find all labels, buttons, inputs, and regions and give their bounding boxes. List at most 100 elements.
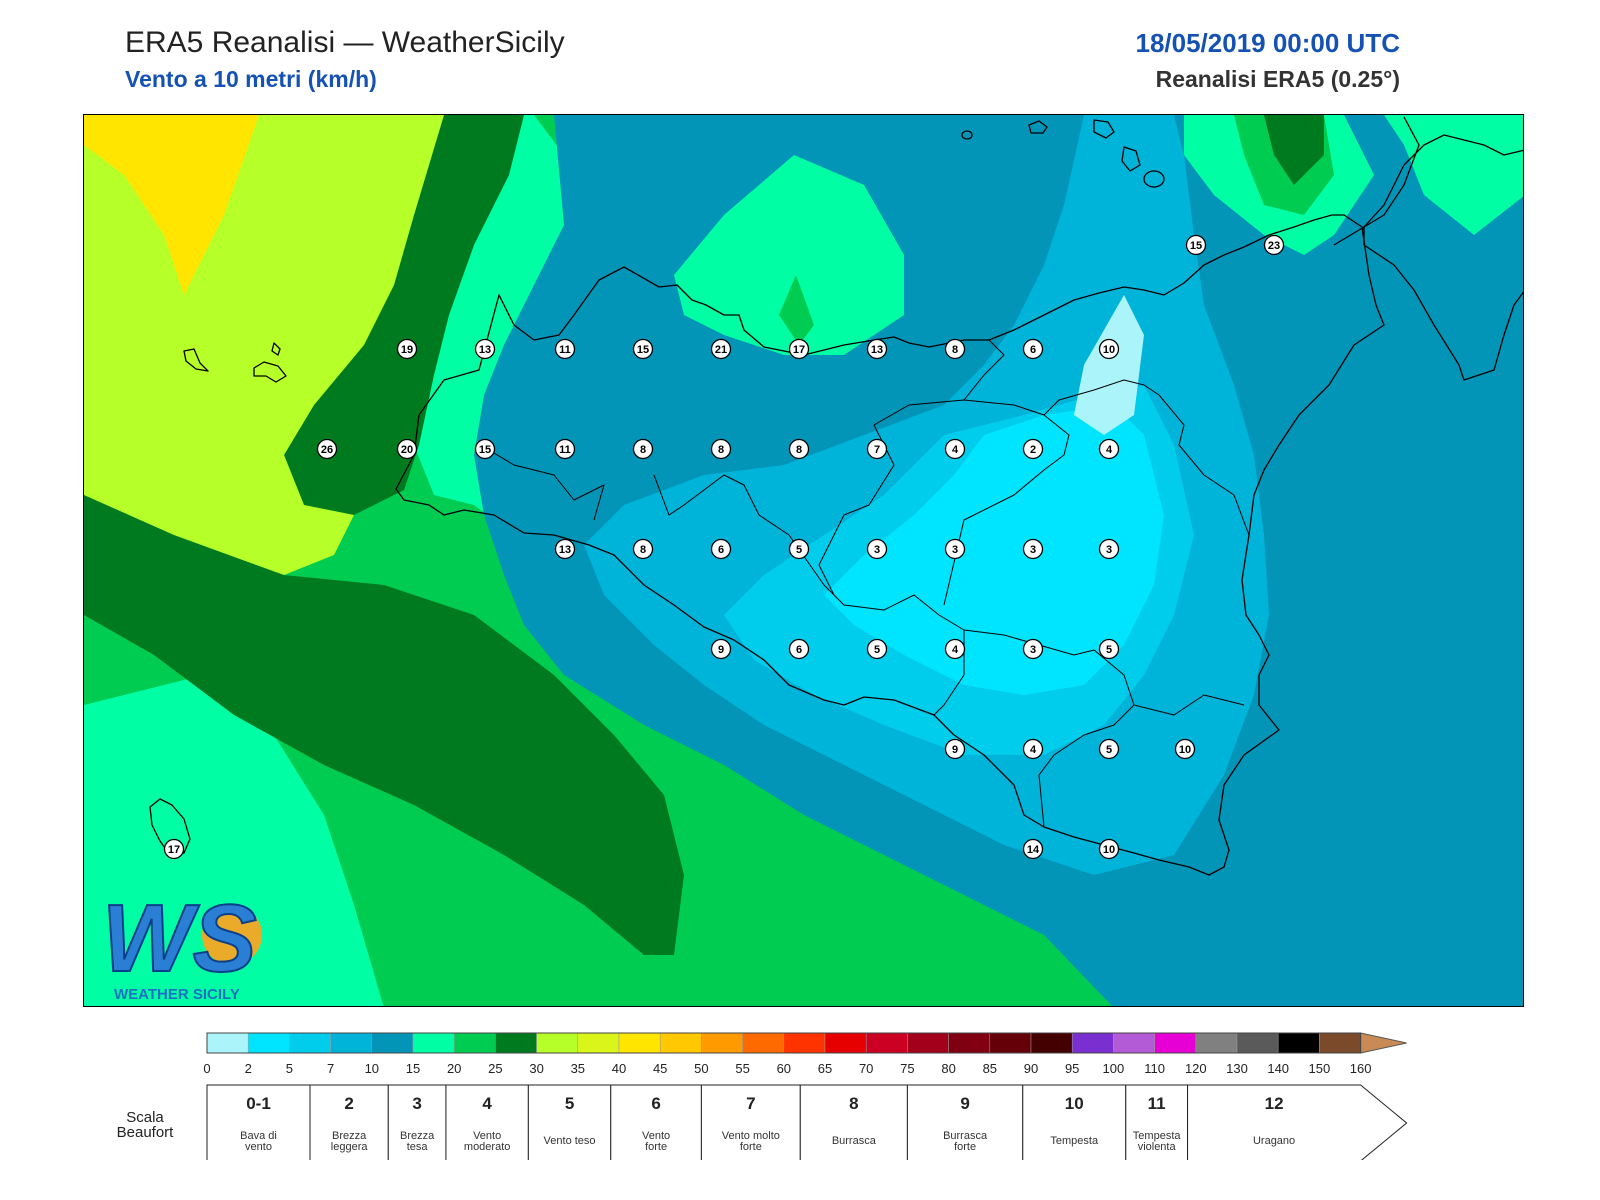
wind-value-marker: 3 [1098, 538, 1120, 560]
wind-value-label: 4 [952, 644, 959, 656]
beaufort-desc-line1: Uragano [1253, 1135, 1295, 1147]
color-scale-tick: 90 [1024, 1061, 1038, 1076]
wind-value-marker: 14 [1022, 838, 1044, 860]
color-scale-tick: 2 [245, 1061, 252, 1076]
wind-value-marker-circle [632, 338, 654, 360]
color-scale-tick: 160 [1350, 1061, 1372, 1076]
color-scale-segment [536, 1032, 579, 1054]
wind-value-marker-circle [944, 338, 966, 360]
wind-speed-bands [84, 115, 1523, 1006]
wind-value-marker-circle [1022, 538, 1044, 560]
wind-value-marker: 8 [632, 538, 654, 560]
beaufort-class: 8 Burrasca [799, 1084, 908, 1162]
color-scale-tick: 100 [1103, 1061, 1125, 1076]
wind-value-marker: 15 [1185, 234, 1207, 256]
beaufort-desc-line1: Brezza [400, 1130, 435, 1142]
wind-value-label: 5 [1106, 644, 1112, 656]
wind-value-marker-circle [1022, 338, 1044, 360]
wind-value-marker: 9 [710, 638, 732, 660]
wind-value-label: 6 [1030, 344, 1036, 356]
beaufort-number: 6 [651, 1094, 660, 1113]
wind-value-marker: 7 [866, 438, 888, 460]
wind-value-marker: 13 [554, 538, 576, 560]
color-scale-segment [618, 1032, 661, 1054]
wind-value-marker: 3 [1022, 638, 1044, 660]
wind-value-label: 8 [952, 344, 958, 356]
wind-value-label: 21 [715, 344, 727, 356]
color-scale-segment [330, 1032, 373, 1054]
color-scale-tick: 0 [203, 1061, 210, 1076]
wind-value-label: 5 [796, 544, 802, 556]
color-scale-tick: 35 [571, 1061, 585, 1076]
color-scale-segment [412, 1032, 455, 1054]
wind-value-label: 26 [321, 444, 333, 456]
wind-value-marker: 8 [710, 438, 732, 460]
wind-value-label: 8 [640, 544, 646, 556]
beaufort-desc-line1: Vento [642, 1130, 670, 1142]
color-scale-segment [1195, 1032, 1238, 1054]
beaufort-number: 12 [1265, 1094, 1284, 1113]
color-scale-tick: 70 [859, 1061, 873, 1076]
color-scale-tick: 15 [406, 1061, 420, 1076]
beaufort-number: 2 [344, 1094, 353, 1113]
wind-value-label: 9 [952, 744, 958, 756]
wind-value-marker-circle [1022, 838, 1044, 860]
wind-value-marker: 26 [316, 438, 338, 460]
color-scale-segment [206, 1032, 249, 1054]
wind-value-marker-circle [866, 538, 888, 560]
pantelleria [149, 798, 191, 856]
color-scale-tick: 75 [900, 1061, 914, 1076]
color-scale-tick: 140 [1267, 1061, 1289, 1076]
wind-value-marker-circle [396, 338, 418, 360]
beaufort-number: 5 [565, 1094, 574, 1113]
wind-value-marker-circle [866, 338, 888, 360]
beaufort-desc-line2: forte [740, 1141, 762, 1153]
wind-value-marker: 3 [944, 538, 966, 560]
wind-value-marker: 17 [163, 838, 185, 860]
color-scale-tick: 85 [983, 1061, 997, 1076]
wind-value-marker: 9 [944, 738, 966, 760]
wind-value-marker-circle [1022, 438, 1044, 460]
calabria-coastline [1363, 116, 1523, 381]
beaufort-desc-line1: Vento [473, 1130, 501, 1142]
logo-text: WEATHER SICILY [114, 986, 240, 1003]
wind-value-label: 6 [796, 644, 802, 656]
color-scale-tick: 7 [327, 1061, 334, 1076]
map-subtitle: Vento a 10 metri (km/h) [125, 66, 377, 92]
wind-value-label: 4 [1106, 444, 1113, 456]
beaufort-desc-line2: violenta [1138, 1141, 1177, 1153]
color-scale-segment [495, 1032, 537, 1054]
wind-value-label: 4 [952, 444, 959, 456]
color-scale-segment [1277, 1032, 1320, 1054]
wind-value-marker: 10 [1174, 738, 1196, 760]
color-scale-segment [371, 1032, 414, 1054]
wind-map[interactable]: 15 23 19 13 11 15 21 17 13 8 6 10 26 20 15 11 8 8 8 7 4 2 4 13 8… [83, 114, 1524, 1007]
wind-value-label: 3 [1030, 644, 1036, 656]
wind-value-marker-circle [788, 638, 810, 660]
color-scale-segment [1030, 1032, 1073, 1054]
wind-value-label: 13 [559, 544, 571, 556]
beaufort-desc-line1: Burrasca [943, 1130, 988, 1142]
beaufort-number: 4 [482, 1094, 492, 1113]
wind-value-marker: 11 [554, 338, 576, 360]
wind-value-marker: 3 [866, 538, 888, 560]
color-scale-segment [865, 1032, 908, 1054]
wind-value-marker: 10 [1098, 838, 1120, 860]
wind-value-marker: 4 [1098, 438, 1120, 460]
color-scale-segment [948, 1032, 991, 1054]
wind-value-marker: 5 [788, 538, 810, 560]
wind-value-marker: 4 [944, 638, 966, 660]
wind-value-marker-circle [1022, 738, 1044, 760]
beaufort-desc-line2: forte [645, 1141, 667, 1153]
color-scale-segment [1154, 1032, 1197, 1054]
wind-field: 15 23 19 13 11 15 21 17 13 8 6 10 26 20 15 11 8 8 8 7 4 2 4 13 8… [84, 115, 1523, 1006]
beaufort-desc-line2: forte [954, 1141, 976, 1153]
beaufort-box [610, 1084, 702, 1162]
wind-value-label: 17 [793, 344, 805, 356]
wind-value-marker: 8 [788, 438, 810, 460]
color-scale-tick: 110 [1144, 1061, 1165, 1076]
wind-value-marker-circle [788, 538, 810, 560]
